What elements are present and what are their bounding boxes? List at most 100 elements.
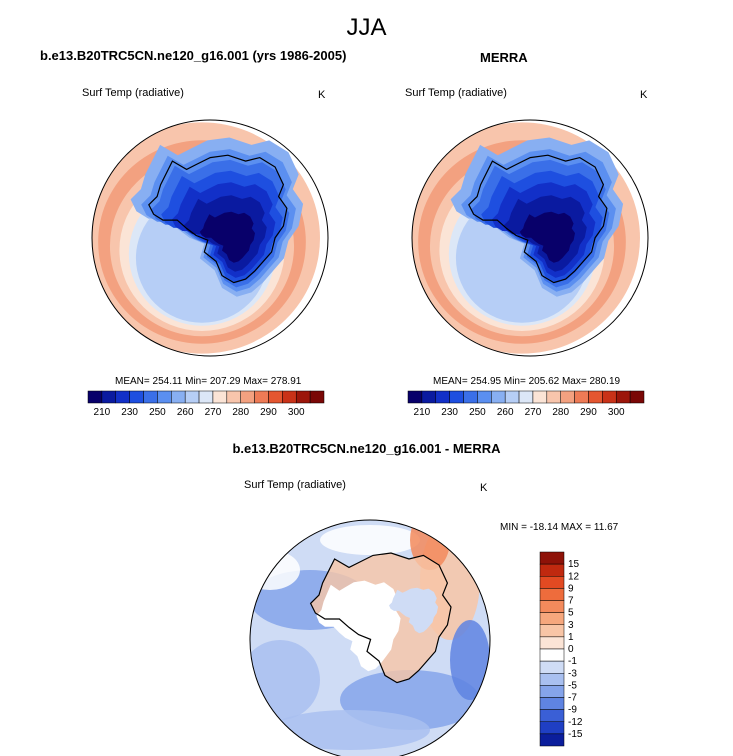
colorbar-tick-label: -1 bbox=[568, 656, 577, 667]
colorbar-cell bbox=[477, 390, 492, 404]
colorbar-cell bbox=[539, 648, 565, 662]
colorbar-tick-label: -7 bbox=[568, 693, 577, 704]
diff-units-label: K bbox=[480, 482, 488, 494]
colorbar-cell bbox=[421, 390, 437, 404]
colorbar-cell bbox=[518, 390, 534, 404]
colorbar-cell bbox=[435, 390, 450, 404]
colorbar-cell bbox=[615, 390, 631, 404]
colorbar-cell bbox=[539, 563, 565, 577]
colorbar-cell bbox=[101, 390, 117, 404]
colorbar-tick-label: 280 bbox=[552, 407, 569, 418]
colorbar-tick-label: -12 bbox=[568, 717, 583, 728]
difference-anomaly bbox=[270, 710, 430, 750]
colorbar-cell bbox=[539, 551, 565, 565]
colorbar-tick-label: 0 bbox=[568, 644, 574, 655]
map-boundary bbox=[249, 519, 491, 756]
colorbar-tick-label: -3 bbox=[568, 668, 577, 679]
colorbar-cell bbox=[539, 721, 565, 735]
colorbar-tick-label: -9 bbox=[568, 705, 577, 716]
colorbar-tick-label: 300 bbox=[608, 407, 625, 418]
colorbar-cell bbox=[226, 390, 241, 404]
colorbar-cell bbox=[539, 612, 565, 625]
temperature-contour bbox=[199, 211, 255, 263]
colorbar-tick-label: 12 bbox=[568, 571, 580, 582]
colorbar-cell bbox=[282, 390, 297, 404]
colorbar-cell bbox=[491, 390, 506, 404]
colorbar-cell bbox=[407, 390, 423, 404]
colorbar-cell bbox=[157, 390, 172, 404]
colorbar-cell bbox=[574, 390, 589, 404]
colorbar-cell bbox=[539, 697, 565, 710]
colorbar-tick-label: 290 bbox=[580, 407, 597, 418]
diff-variable-label: Surf Temp (radiative) bbox=[244, 479, 346, 491]
colorbar-tick-label: 260 bbox=[177, 407, 194, 418]
colorbar-cell bbox=[539, 673, 565, 686]
colorbar-cell bbox=[629, 390, 645, 404]
diff-stats: MIN = -18.14 MAX = 11.67 bbox=[500, 522, 619, 533]
colorbar-cell bbox=[539, 660, 565, 674]
map-boundary bbox=[91, 119, 329, 357]
antarctica-coastline bbox=[468, 154, 608, 284]
colorbar-cell bbox=[539, 685, 565, 698]
colorbar-tick-label: 280 bbox=[232, 407, 249, 418]
colorbar-cell bbox=[115, 390, 130, 404]
map-panel-0 bbox=[91, 119, 329, 357]
colorbar-cell bbox=[212, 390, 228, 404]
colorbar-cell bbox=[143, 390, 158, 404]
colorbar-cell bbox=[449, 390, 464, 404]
colorbar-cell bbox=[463, 390, 478, 404]
colorbar-cell bbox=[588, 390, 603, 404]
colorbar-cell bbox=[539, 600, 565, 613]
map-panel-1 bbox=[411, 119, 649, 357]
colorbar-cell bbox=[539, 733, 565, 747]
colorbar-tick-label: 15 bbox=[568, 559, 580, 570]
colorbar-cell bbox=[539, 576, 565, 589]
colorbar-tick-label: 7 bbox=[568, 596, 574, 607]
difference-anomaly bbox=[389, 587, 439, 634]
map-boundary bbox=[411, 119, 649, 357]
colorbar-tick-label: 230 bbox=[441, 407, 458, 418]
colorbar-tick-label: 3 bbox=[568, 620, 574, 631]
left-variable-label: Surf Temp (radiative) bbox=[82, 87, 184, 99]
colorbar-tick-label: -15 bbox=[568, 729, 583, 740]
difference-anomaly bbox=[320, 525, 420, 555]
colorbar-cell bbox=[602, 390, 617, 404]
colorbar-cell bbox=[184, 390, 200, 404]
difference-anomaly bbox=[316, 580, 401, 672]
antarctica-coastline bbox=[148, 154, 288, 284]
colorbar-cell bbox=[539, 636, 565, 650]
colorbar-cell bbox=[539, 588, 565, 601]
colorbar-tick-label: 210 bbox=[94, 407, 111, 418]
antarctica-coastline bbox=[309, 552, 452, 684]
colorbar-cell bbox=[539, 624, 565, 638]
right-stats: MEAN= 254.95 Min= 205.62 Max= 280.19 bbox=[433, 376, 621, 387]
right-panel-title: MERRA bbox=[480, 50, 528, 65]
colorbar-cell bbox=[504, 390, 520, 404]
colorbar-tick-label: 210 bbox=[414, 407, 431, 418]
colorbar-tick-label: 5 bbox=[568, 608, 574, 619]
colorbar-cell bbox=[129, 390, 144, 404]
colorbar-cell bbox=[295, 390, 311, 404]
colorbar-tick-label: 300 bbox=[288, 407, 305, 418]
colorbar-cell bbox=[532, 390, 548, 404]
right-units-label: K bbox=[640, 89, 648, 101]
colorbar-tick-label: 260 bbox=[497, 407, 514, 418]
colorbar-cell bbox=[87, 390, 103, 404]
colorbar-tick-label: 9 bbox=[568, 583, 574, 594]
difference-panel-title: b.e13.B20TRC5CN.ne120_g16.001 - MERRA bbox=[232, 441, 501, 456]
difference-anomaly bbox=[450, 620, 490, 700]
colorbar-tick-label: 250 bbox=[469, 407, 486, 418]
colorbar-cell bbox=[240, 390, 255, 404]
colorbar-cell bbox=[546, 390, 561, 404]
right-variable-label: Surf Temp (radiative) bbox=[405, 87, 507, 99]
left-panel-title: b.e13.B20TRC5CN.ne120_g16.001 (yrs 1986-… bbox=[40, 48, 347, 63]
colorbar-tick-label: 270 bbox=[205, 407, 222, 418]
difference-anomaly bbox=[250, 550, 300, 590]
difference-anomaly bbox=[250, 640, 320, 720]
colorbar-cell bbox=[254, 390, 269, 404]
colorbar-tick-label: 250 bbox=[149, 407, 166, 418]
left-stats: MEAN= 254.11 Min= 207.29 Max= 278.91 bbox=[115, 376, 302, 387]
colorbar-cell bbox=[539, 709, 565, 722]
map-panel-2 bbox=[249, 519, 491, 756]
